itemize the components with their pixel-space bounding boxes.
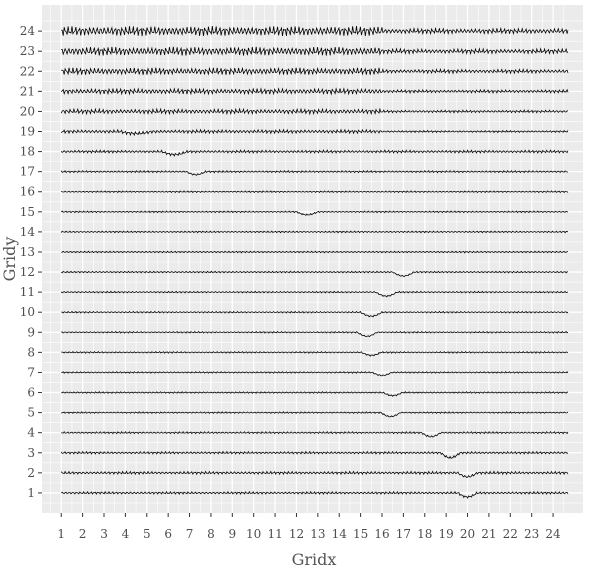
series-line-gridy-16: [61, 190, 569, 194]
x-tick-label: 1: [57, 527, 65, 541]
x-tick-label: 22: [503, 527, 518, 541]
y-tick-label: 2: [27, 466, 35, 480]
x-tick-label: 14: [332, 527, 348, 541]
series-line-gridy-17: [60, 169, 568, 176]
y-tick-label: 9: [27, 325, 35, 339]
y-tick-label: 22: [20, 64, 35, 78]
plot-panel: [42, 5, 583, 513]
x-tick-label: 18: [417, 527, 432, 541]
series-line-gridy-24: [61, 26, 569, 37]
y-axis-title: Gridy: [0, 237, 19, 282]
x-tick-label: 4: [122, 527, 130, 541]
series-line-gridy-3: [60, 450, 569, 459]
y-tick-label: 20: [20, 104, 35, 118]
series-line-gridy-19: [60, 128, 569, 137]
x-tick-label: 15: [353, 527, 368, 541]
series-line-gridy-11: [60, 290, 569, 298]
x-axis-title: Gridx: [292, 550, 337, 569]
series-line-gridy-14: [60, 230, 568, 234]
y-tick-label: 21: [20, 84, 35, 98]
y-tick-label: 7: [27, 365, 35, 379]
y-tick-label: 10: [20, 305, 35, 319]
y-tick-label: 8: [27, 345, 35, 359]
y-tick-label: 16: [20, 185, 35, 199]
minor-gridlines: [42, 5, 583, 513]
x-tick-label: 12: [289, 527, 304, 541]
series-line-gridy-1: [60, 490, 569, 499]
series-line-gridy-23: [61, 46, 569, 56]
x-tick-label: 3: [100, 527, 108, 541]
y-tick-label: 15: [20, 205, 35, 219]
series-line-gridy-4: [61, 430, 569, 438]
x-tick-label: 5: [143, 527, 151, 541]
x-tick-label: 24: [545, 527, 561, 541]
series-line-gridy-22: [61, 66, 569, 76]
y-tick-label: 4: [27, 426, 35, 440]
y-tick-label: 18: [20, 145, 35, 159]
series-line-gridy-10: [61, 310, 569, 318]
series-line-gridy-21: [60, 87, 569, 96]
x-tick-label: 7: [186, 527, 194, 541]
x-tick-label: 11: [267, 527, 282, 541]
series-layer: [60, 26, 569, 499]
y-tick-label: 19: [20, 124, 35, 138]
x-tick-label: 13: [310, 527, 325, 541]
series-line-gridy-20: [60, 107, 569, 116]
x-tick-label: 23: [524, 527, 539, 541]
series-line-gridy-18: [60, 149, 569, 157]
y-tick-label: 11: [20, 285, 35, 299]
x-axis-ticks: 1 2 3 4 5 6 7 8 9 10 11 12 13 14 15 16 17 18 19 20 21 22 23 24: [57, 513, 561, 541]
x-tick-label: 6: [164, 527, 172, 541]
series-line-gridy-7: [61, 370, 569, 377]
y-tick-label: 12: [20, 265, 35, 279]
y-tick-label: 23: [20, 44, 35, 58]
y-tick-label: 13: [20, 245, 35, 259]
series-line-gridy-5: [61, 411, 569, 418]
series-line-gridy-15: [60, 210, 569, 216]
x-tick-label: 21: [481, 527, 496, 541]
series-line-gridy-2: [60, 470, 569, 478]
series-line-gridy-9: [61, 330, 569, 338]
x-tick-label: 10: [246, 527, 261, 541]
y-tick-label: 6: [27, 386, 35, 400]
y-tick-label: 24: [20, 24, 36, 38]
y-tick-label: 3: [27, 446, 35, 460]
series-line-gridy-6: [61, 391, 569, 397]
x-tick-label: 20: [460, 527, 475, 541]
x-tick-label: 8: [207, 527, 215, 541]
y-tick-label: 17: [20, 165, 35, 179]
x-tick-label: 19: [439, 527, 454, 541]
series-line-gridy-13: [61, 250, 569, 254]
x-tick-label: 16: [374, 527, 389, 541]
y-tick-label: 14: [20, 225, 36, 239]
series-line-gridy-12: [60, 270, 569, 278]
y-tick-label: 1: [27, 486, 35, 500]
x-tick-label: 17: [396, 527, 411, 541]
series-line-gridy-8: [61, 350, 569, 357]
y-tick-label: 5: [27, 406, 35, 420]
x-tick-label: 2: [79, 527, 87, 541]
x-tick-label: 9: [228, 527, 236, 541]
